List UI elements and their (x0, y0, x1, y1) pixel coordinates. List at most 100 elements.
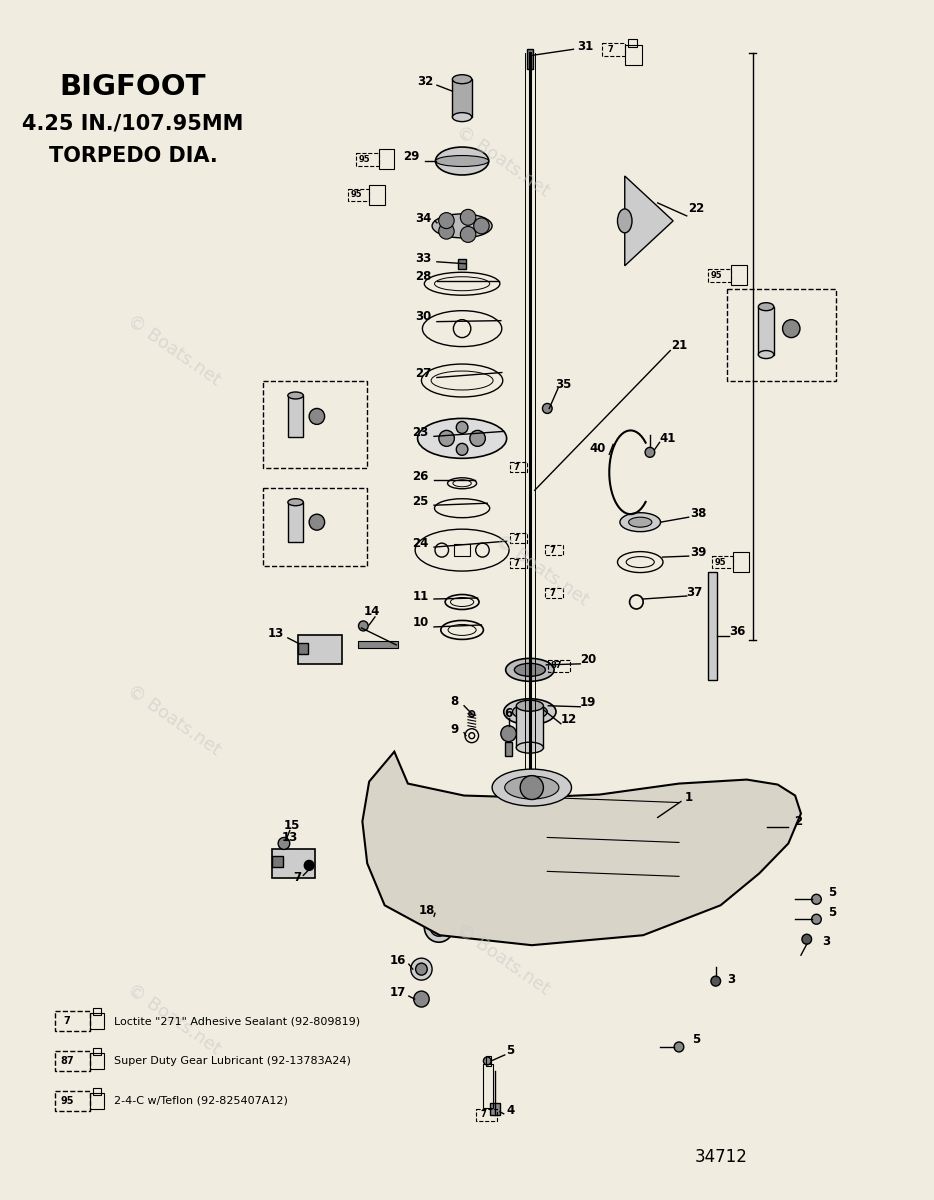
Circle shape (309, 408, 325, 425)
Circle shape (460, 227, 475, 242)
Bar (459, 259, 466, 269)
Ellipse shape (288, 392, 304, 398)
Ellipse shape (513, 704, 547, 719)
Circle shape (278, 838, 290, 850)
Bar (708, 572, 716, 680)
Bar (93, 1008, 101, 1015)
Circle shape (484, 1057, 491, 1064)
Text: 7: 7 (481, 1110, 487, 1120)
Text: 95: 95 (715, 558, 726, 566)
Circle shape (783, 319, 800, 337)
Bar (93, 1048, 101, 1055)
Bar (510, 462, 527, 473)
Bar (347, 188, 369, 200)
Bar (55, 1091, 91, 1111)
Text: 2-4-C w/Teflon (92-825407A12): 2-4-C w/Teflon (92-825407A12) (114, 1096, 288, 1106)
Text: 7: 7 (293, 871, 302, 884)
Text: 22: 22 (688, 203, 704, 216)
Text: © Boats.net: © Boats.net (453, 920, 553, 998)
Text: 12: 12 (560, 713, 576, 726)
Circle shape (674, 1042, 684, 1052)
Bar (262, 380, 367, 468)
Circle shape (414, 991, 430, 1007)
Bar (93, 1088, 101, 1094)
Text: 15: 15 (284, 818, 300, 832)
Bar (91, 1052, 104, 1069)
Circle shape (812, 894, 821, 905)
Bar (91, 1093, 104, 1109)
Circle shape (460, 209, 475, 226)
Ellipse shape (435, 156, 488, 167)
Text: 5: 5 (828, 906, 836, 919)
Circle shape (457, 421, 468, 433)
Text: 34: 34 (416, 212, 432, 226)
Text: 37: 37 (686, 586, 702, 599)
Text: 6: 6 (504, 707, 513, 720)
Ellipse shape (505, 659, 554, 682)
Circle shape (309, 514, 325, 530)
Ellipse shape (417, 419, 506, 458)
Circle shape (469, 710, 474, 716)
Text: 14: 14 (364, 606, 380, 618)
Ellipse shape (515, 664, 545, 677)
Text: 25: 25 (412, 494, 429, 508)
Text: Loctite "271" Adhesive Sealant (92-809819): Loctite "271" Adhesive Sealant (92-80981… (114, 1016, 360, 1026)
Text: 7: 7 (514, 558, 519, 568)
Text: 4.25 IN./107.95MM: 4.25 IN./107.95MM (22, 113, 244, 133)
Text: 3: 3 (728, 973, 735, 985)
Bar (733, 552, 749, 572)
Circle shape (416, 964, 427, 976)
Text: 5: 5 (692, 1033, 700, 1046)
Text: 2: 2 (794, 815, 802, 828)
Text: 10: 10 (412, 617, 429, 630)
Bar (510, 533, 527, 544)
Text: © Boats.net: © Boats.net (123, 680, 224, 758)
Bar (358, 641, 398, 648)
Text: 35: 35 (556, 378, 572, 391)
Bar (273, 850, 315, 878)
Bar (628, 40, 637, 47)
Text: 17: 17 (390, 985, 406, 998)
Text: 31: 31 (577, 40, 593, 53)
Circle shape (645, 448, 655, 457)
Bar (527, 49, 532, 70)
Text: 7: 7 (514, 534, 519, 542)
Bar (731, 265, 746, 284)
Text: 95: 95 (359, 155, 370, 164)
Ellipse shape (432, 214, 492, 238)
Circle shape (411, 958, 432, 980)
Text: 29: 29 (403, 150, 420, 162)
Ellipse shape (504, 776, 559, 799)
Ellipse shape (435, 148, 488, 175)
Bar (288, 503, 304, 542)
Bar (262, 488, 367, 566)
Text: 26: 26 (412, 469, 429, 482)
Text: 34712: 34712 (695, 1147, 748, 1165)
Bar (510, 558, 527, 568)
Circle shape (470, 431, 486, 446)
Bar (55, 1051, 91, 1070)
Bar (517, 706, 544, 748)
Text: 11: 11 (412, 589, 429, 602)
Bar (708, 269, 731, 282)
Ellipse shape (452, 113, 472, 121)
Ellipse shape (629, 517, 652, 527)
Bar (298, 643, 308, 654)
Circle shape (424, 912, 453, 942)
Text: © Boats.net: © Boats.net (123, 980, 224, 1058)
Polygon shape (362, 751, 801, 946)
Text: BIGFOOT: BIGFOOT (60, 73, 206, 101)
Bar (475, 1109, 497, 1121)
Bar (91, 1013, 104, 1030)
Text: 38: 38 (690, 506, 706, 520)
Text: 16: 16 (390, 954, 406, 967)
Circle shape (431, 918, 447, 936)
Ellipse shape (492, 769, 572, 806)
Circle shape (520, 775, 544, 799)
Text: 87: 87 (551, 661, 562, 671)
Bar (484, 1064, 493, 1108)
Text: 7: 7 (514, 463, 519, 472)
Bar (379, 149, 394, 169)
Ellipse shape (288, 499, 304, 505)
Ellipse shape (620, 512, 660, 532)
